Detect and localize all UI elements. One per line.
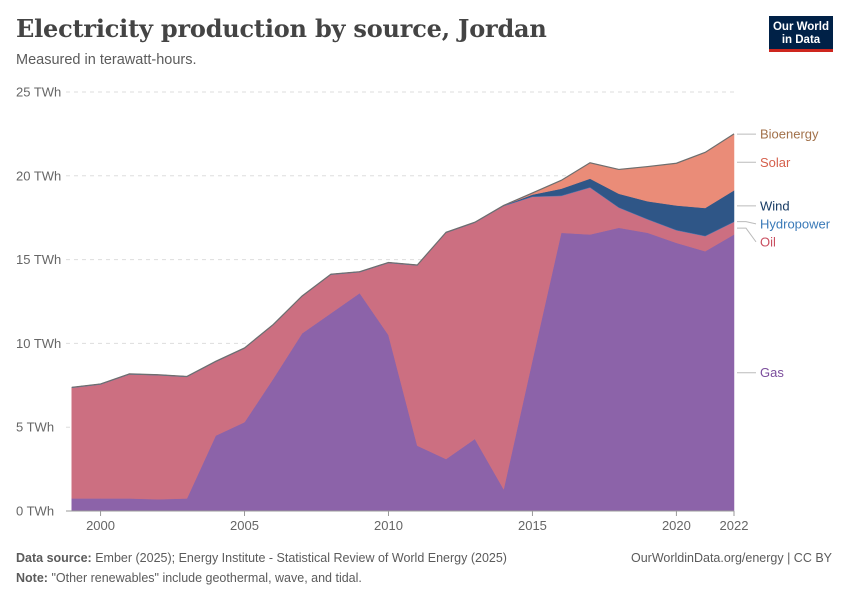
logo-line-1: Our World <box>772 20 829 33</box>
total-outline <box>71 133 735 388</box>
y-tick-label: 0 TWh <box>16 504 54 519</box>
y-tick-label: 15 TWh <box>16 252 61 267</box>
x-tick-label: 2020 <box>662 518 691 533</box>
legend-gas[interactable]: Gas <box>760 365 784 380</box>
x-tick-label: 2015 <box>518 518 547 533</box>
footer-notes: Data source: Ember (2025); Energy Instit… <box>16 548 507 588</box>
y-tick-label: 5 TWh <box>16 420 54 435</box>
source-text[interactable]: Ember (2025); Energy Institute - Statist… <box>95 551 507 565</box>
source-label: Data source: <box>16 551 92 565</box>
x-tick-label: 2000 <box>86 518 115 533</box>
chart-subtitle: Measured in terawatt-hours. <box>16 52 197 68</box>
legend-bioenergy[interactable]: Bioenergy <box>760 127 819 142</box>
logo-line-2: in Data <box>781 33 821 46</box>
y-tick-label: 10 TWh <box>16 336 61 351</box>
chart-title: Electricity production by source, Jordan <box>16 14 547 43</box>
y-tick-label: 25 TWh <box>16 85 61 100</box>
x-tick-label: 2010 <box>374 518 403 533</box>
note-label: Note: <box>16 571 48 585</box>
x-tick-label: 2022 <box>720 518 749 533</box>
legend-solar[interactable]: Solar <box>760 155 791 170</box>
series-areas <box>66 133 735 512</box>
y-axis-ticks: 0 TWh 5 TWh 10 TWh 15 TWh 20 TWh 25 TWh <box>16 85 61 519</box>
x-tick-label: 2005 <box>230 518 259 533</box>
owid-logo[interactable]: Our World in Data <box>769 16 833 52</box>
y-tick-label: 20 TWh <box>16 168 61 183</box>
legend-wind[interactable]: Wind <box>760 198 790 213</box>
legend-oil[interactable]: Oil <box>760 234 776 249</box>
note-line: Note: "Other renewables" include geother… <box>16 568 507 588</box>
legend-connector <box>737 221 757 225</box>
x-axis-ticks: 2000 2005 2010 2015 2020 2022 <box>86 511 748 533</box>
legend-hydropower[interactable]: Hydropower <box>760 216 831 231</box>
credit-link[interactable]: OurWorldinData.org/energy | CC BY <box>630 551 832 565</box>
data-source-line: Data source: Ember (2025); Energy Instit… <box>16 548 507 568</box>
note-text: "Other renewables" include geothermal, w… <box>51 571 362 585</box>
legend-connector <box>737 227 757 243</box>
legend: Bioenergy Solar Wind Hydropower Oil Gas <box>737 127 831 380</box>
